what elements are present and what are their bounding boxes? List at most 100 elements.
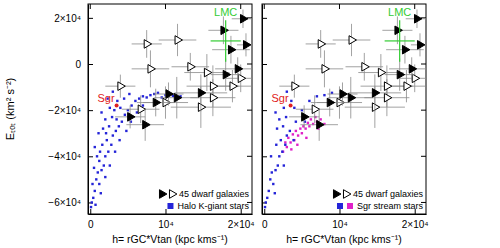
point — [125, 130, 127, 132]
point — [318, 40, 325, 49]
x-tick-label: 10⁴ — [158, 219, 173, 230]
chart-container: 010⁴2×10⁴−6×10⁴−4×10⁴−2×10⁴02×10⁴LMCSgr4… — [0, 0, 500, 248]
point — [91, 183, 93, 185]
y-tick: −6×10⁴ — [48, 197, 93, 208]
point — [271, 171, 273, 173]
point — [142, 95, 144, 97]
y-tick-mark — [88, 18, 93, 19]
y-tick-label: −4×10⁴ — [48, 151, 81, 162]
point — [240, 14, 247, 23]
point — [130, 104, 132, 106]
legend-marker — [159, 190, 166, 199]
annotation-label: Sgr — [271, 92, 288, 104]
point — [281, 150, 283, 152]
point — [302, 113, 309, 122]
x-axis: 010⁴2×10⁴ — [88, 209, 255, 230]
point — [97, 132, 99, 134]
point — [91, 201, 93, 203]
x-tick-mark — [339, 209, 340, 214]
point — [119, 107, 121, 109]
point — [235, 65, 242, 74]
point — [204, 68, 211, 77]
point — [272, 183, 274, 185]
point — [312, 105, 319, 114]
point — [307, 122, 309, 124]
x-tick-label: 0 — [262, 219, 268, 230]
y-tick: −2×10⁴ — [48, 105, 93, 116]
point — [319, 118, 321, 120]
point — [282, 125, 284, 127]
point — [166, 90, 173, 99]
point — [378, 68, 385, 77]
point — [115, 118, 117, 120]
point — [305, 137, 307, 139]
point — [118, 139, 120, 141]
point — [121, 120, 123, 122]
point — [323, 94, 325, 96]
point — [145, 96, 147, 98]
y-tick-mark-right — [247, 156, 252, 157]
x-tick-mark — [165, 209, 166, 214]
point — [275, 144, 277, 146]
point — [297, 134, 299, 136]
annotation-y-error — [225, 20, 226, 62]
point — [175, 36, 182, 45]
point — [102, 127, 104, 129]
y-tick — [262, 156, 267, 157]
point — [109, 107, 111, 109]
point — [118, 82, 125, 91]
point — [295, 130, 297, 132]
point — [310, 118, 312, 120]
x-tick: 10⁴ — [332, 209, 347, 230]
x-tick-mark-top — [90, 4, 91, 9]
x-axis-line — [89, 214, 253, 215]
point — [243, 41, 250, 50]
y-tick-mark — [262, 110, 267, 111]
point — [113, 109, 115, 111]
point — [404, 82, 411, 91]
point — [198, 103, 205, 112]
y-tick-label: 0 — [75, 59, 81, 70]
point — [266, 197, 268, 199]
point — [317, 120, 324, 129]
x-tick-mark-top — [240, 4, 241, 9]
point — [274, 192, 276, 194]
point — [142, 104, 144, 106]
point — [104, 155, 106, 157]
point — [276, 127, 278, 129]
y-tick: 2×10⁴ — [54, 13, 93, 24]
point — [322, 65, 329, 74]
point — [292, 133, 294, 135]
y-tick-mark — [88, 110, 93, 111]
point — [115, 130, 117, 132]
legend-marker — [167, 203, 173, 209]
point — [188, 62, 195, 71]
point — [111, 116, 113, 118]
legend-label: 45 dwarf galaxies — [179, 189, 250, 199]
y-tick: −4×10⁴ — [48, 151, 93, 162]
point — [94, 190, 96, 192]
y-tick-mark — [88, 64, 93, 65]
point — [289, 141, 291, 143]
point — [348, 93, 355, 102]
legend-marker — [169, 190, 176, 199]
point — [92, 197, 94, 199]
point — [268, 190, 270, 192]
point — [105, 132, 107, 134]
point — [106, 139, 108, 141]
point — [384, 93, 391, 102]
point — [94, 146, 96, 148]
point — [128, 113, 135, 122]
point — [148, 65, 155, 74]
legend: 45 dwarf galaxiesHalo K-giant stars — [159, 189, 249, 211]
x-tick: 10⁴ — [158, 209, 173, 230]
point — [293, 139, 295, 141]
point — [316, 95, 318, 97]
y-tick-mark-right — [421, 110, 426, 111]
series — [289, 10, 426, 141]
point — [93, 167, 95, 169]
x-tick-mark-top — [339, 4, 340, 9]
y-axis-line — [262, 5, 263, 215]
x-tick-label: 2×10⁴ — [402, 219, 429, 230]
y-tick-mark-right — [247, 64, 252, 65]
